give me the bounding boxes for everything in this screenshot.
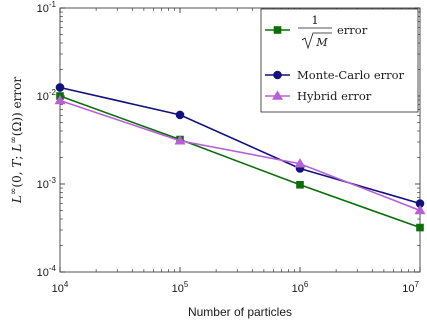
legend-sqrt-sign — [301, 32, 332, 50]
data-point — [55, 83, 65, 92]
legend-radicand: M — [315, 36, 328, 49]
data-point — [174, 135, 186, 145]
data-point — [54, 94, 66, 105]
data-point — [175, 110, 185, 120]
data-point — [414, 204, 426, 215]
y-tick-label: 10-2 — [37, 88, 57, 103]
y-axis-ticks: 10-4 10-3 10-2 10-1 — [37, 0, 420, 279]
legend-marker — [273, 70, 282, 80]
series-layer — [54, 83, 426, 232]
data-point — [296, 180, 304, 189]
x-tick-label: 104 — [52, 280, 69, 295]
x-tick-label: 106 — [292, 280, 309, 295]
y-axis-label: L∞(0, T; L∞(Ω)) error — [9, 77, 24, 204]
series-triangle — [54, 94, 426, 215]
legend-label: Hybrid error — [297, 89, 372, 103]
series-line — [59, 99, 421, 212]
x-axis-label: Number of particles — [188, 305, 292, 319]
x-tick-label: 107 — [402, 280, 419, 295]
y-tick-label: 10-1 — [37, 0, 57, 15]
x-axis-ticks: 104 105 106 107 — [52, 8, 421, 295]
x-tick-label: 105 — [172, 280, 189, 295]
legend-label: Monte-Carlo error — [297, 68, 405, 82]
data-point — [416, 223, 424, 232]
series-line — [59, 95, 421, 229]
svg-text:L∞(0, T; L∞(Ω)) error: L∞(0, T; L∞(Ω)) error — [9, 77, 24, 204]
legend-label: error — [337, 23, 368, 37]
data-point — [294, 158, 306, 168]
legend-marker — [271, 90, 284, 100]
series-line — [59, 86, 421, 205]
y-tick-label: 10-3 — [37, 176, 57, 191]
legend-marker — [273, 26, 282, 34]
legend-fraction-numerator: 1 — [311, 13, 318, 27]
legend-box — [260, 8, 419, 113]
y-tick-label: 10-4 — [37, 264, 57, 279]
